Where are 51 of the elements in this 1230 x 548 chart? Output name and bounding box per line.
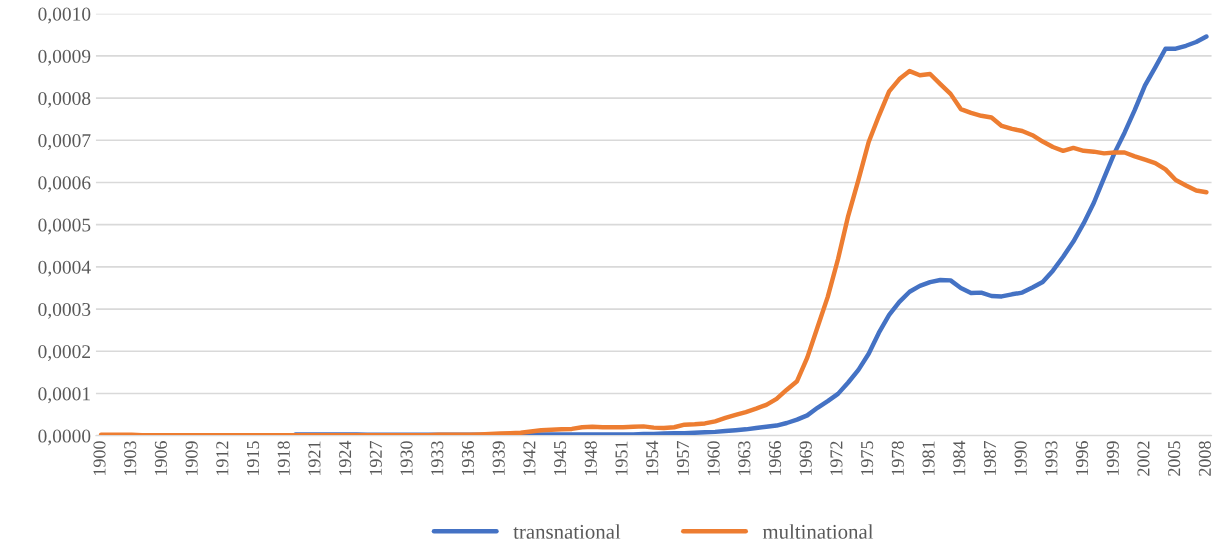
x-tick-label: 1960 xyxy=(707,441,720,476)
x-tick-label: 1957 xyxy=(676,441,689,476)
y-tick-label: 0,0010 xyxy=(38,7,91,24)
x-tick-label: 1972 xyxy=(830,441,843,476)
y-tick-label: 0,0007 xyxy=(38,134,91,151)
y-tick-label: 0,0006 xyxy=(38,176,91,193)
x-tick-label: 1900 xyxy=(93,441,106,476)
x-tick-label: 1930 xyxy=(400,441,413,476)
x-tick-label: 1939 xyxy=(492,441,505,476)
x-tick-label: 1903 xyxy=(124,441,137,476)
x-tick-label: 1924 xyxy=(339,440,352,476)
x-tick-label: 1948 xyxy=(584,441,597,476)
x-tick-label: 1978 xyxy=(891,441,904,476)
legend-label: transnational xyxy=(513,524,621,539)
y-tick-label: 0,0004 xyxy=(38,260,91,277)
x-tick-label: 1966 xyxy=(768,441,782,476)
x-tick-label: 1912 xyxy=(216,441,229,476)
line-series xyxy=(98,68,1209,436)
x-tick-label: 1969 xyxy=(799,441,812,476)
x-tick-label: 1993 xyxy=(1045,441,1058,476)
x-tick-label: 1981 xyxy=(922,441,935,476)
x-tick-label: 1963 xyxy=(738,441,751,476)
y-tick-label: 0,0002 xyxy=(38,345,91,361)
x-tick-label: 1942 xyxy=(523,441,536,476)
x-tick-label: 2002 xyxy=(1137,441,1150,476)
x-tick-label: 1996 xyxy=(1076,441,1089,476)
y-tick-label: 0,0008 xyxy=(38,91,91,108)
x-tick-label: 1936 xyxy=(461,441,475,476)
x-tick-label: 1987 xyxy=(983,441,997,476)
x-tick-label: 1921 xyxy=(308,441,321,476)
x-tick-label: 1909 xyxy=(185,441,198,476)
x-tick-label: 1906 xyxy=(154,441,167,476)
x-tick-label: 1990 xyxy=(1014,441,1027,476)
x-tick-label: 2005 xyxy=(1168,441,1181,476)
x-tick-label: 1915 xyxy=(246,441,260,476)
y-tick-label: 0,0003 xyxy=(38,302,91,319)
x-tick-label: 1927 xyxy=(369,441,382,476)
x-tick-label: 2008 xyxy=(1198,441,1211,476)
x-tick-label: 1951 xyxy=(615,441,628,476)
y-tick-label: 0,0009 xyxy=(38,49,91,66)
x-tick-label: 1984 xyxy=(953,440,966,476)
y-tick-label: 0,0000 xyxy=(38,429,91,446)
x-tick-label: 1999 xyxy=(1106,441,1119,476)
y-tick-label: 0,0005 xyxy=(38,218,91,235)
x-tick-label: 1945 xyxy=(554,441,567,476)
x-tick-label: 1954 xyxy=(646,440,659,476)
x-tick-label: 1918 xyxy=(277,441,290,476)
y-tick-label: 0,0001 xyxy=(38,387,90,404)
x-tick-label: 1975 xyxy=(861,441,874,476)
legend-label: multinational xyxy=(762,524,874,539)
x-tick-label: 1933 xyxy=(431,441,444,476)
